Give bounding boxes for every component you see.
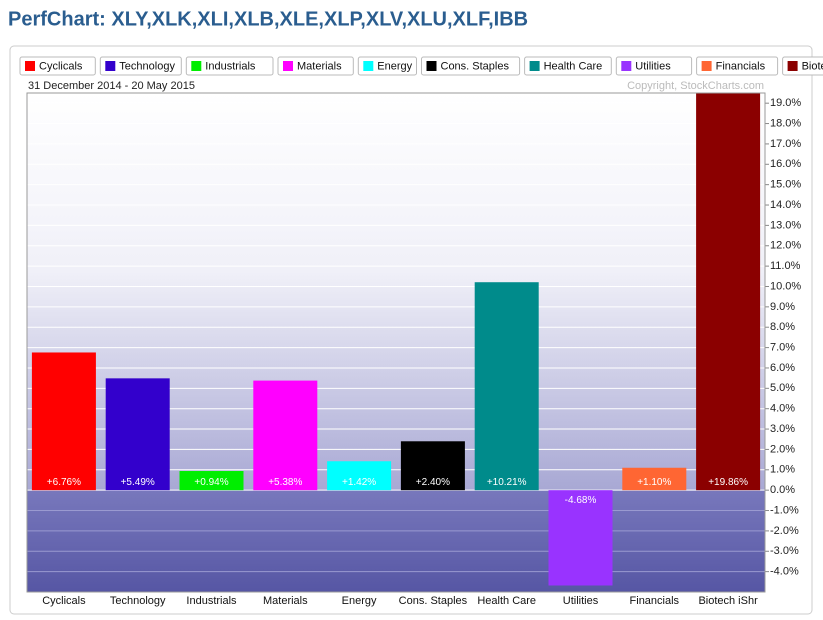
legend: Cyclicals Technology Industrials Materials E…: [19, 56, 823, 76]
x-tick-label: Technology: [110, 595, 166, 607]
legend-label: Cons. Staples: [441, 60, 510, 72]
legend-swatch: [25, 61, 35, 71]
legend-label: Utilities: [635, 60, 671, 72]
bar: [474, 282, 539, 491]
y-tick-label: 7.0%: [770, 341, 795, 353]
y-tick-label: 3.0%: [770, 423, 795, 435]
value-label: +10.21%: [487, 477, 527, 488]
legend-swatch: [701, 61, 712, 71]
bar: [31, 352, 96, 491]
legend-item: [19, 56, 96, 76]
x-tick-label: Health Care: [477, 595, 536, 607]
legend-item: [615, 56, 693, 76]
y-tick-label: -1.0%: [770, 504, 799, 516]
legend-label: Health Care: [544, 60, 603, 72]
y-tick-label: 9.0%: [770, 301, 795, 313]
y-tick-label: 1.0%: [770, 464, 795, 476]
y-tick-label: -3.0%: [770, 545, 799, 557]
value-label: +2.40%: [416, 477, 450, 488]
legend-item: [185, 56, 274, 76]
bar: [696, 93, 761, 491]
legend-item: [524, 56, 612, 76]
y-tick-label: 0.0%: [770, 484, 795, 496]
legend-swatch: [621, 61, 632, 71]
date-range: 31 December 2014 - 20 May 2015: [28, 80, 195, 92]
x-tick-label: Utilities: [563, 595, 599, 607]
x-tick-label: Energy: [342, 595, 377, 607]
legend-item: [277, 56, 354, 76]
y-tick-label: 17.0%: [770, 138, 801, 150]
legend-item: [421, 56, 521, 76]
legend-swatch: [529, 61, 540, 71]
value-label: +5.38%: [268, 477, 302, 488]
y-tick-label: 5.0%: [770, 382, 795, 394]
legend-swatch: [426, 61, 437, 71]
legend-label: Energy: [377, 60, 412, 72]
y-tick-label: 11.0%: [770, 260, 801, 272]
legend-swatch: [787, 61, 798, 71]
legend-swatch: [283, 61, 293, 71]
plot-border: [26, 92, 766, 593]
value-label: -4.68%: [565, 495, 597, 506]
x-tick-label: Industrials: [186, 595, 237, 607]
y-tick-label: -4.0%: [770, 566, 799, 578]
y-tick-label: 2.0%: [770, 443, 795, 455]
negative-background: [27, 490, 765, 592]
y-tick-label: -2.0%: [770, 525, 799, 537]
value-label: +1.10%: [637, 477, 671, 488]
x-tick-label: Cyclicals: [42, 595, 86, 607]
plot-area: [27, 93, 765, 592]
x-tick-label: Materials: [263, 595, 308, 607]
y-tick-label: 18.0%: [770, 117, 801, 129]
bar: [548, 490, 613, 586]
legend-label: Financials: [716, 60, 766, 72]
x-tick-label: Cons. Staples: [399, 595, 468, 607]
legend-label: Industrials: [205, 60, 256, 72]
y-tick-label: 10.0%: [770, 280, 801, 292]
value-label: +5.49%: [121, 477, 155, 488]
legend-item: [99, 56, 182, 76]
value-label: +19.86%: [708, 477, 748, 488]
y-tick-label: 14.0%: [770, 199, 801, 211]
legend-swatch: [191, 61, 202, 71]
legend-swatch: [363, 61, 374, 71]
bar: [179, 471, 244, 491]
bar: [327, 461, 392, 491]
x-tick-label: Biotech iShr: [698, 595, 758, 607]
legend-swatch: [105, 61, 116, 71]
legend-label: Biotech iShr: [802, 60, 823, 72]
y-tick-label: 6.0%: [770, 362, 795, 374]
bar: [253, 380, 318, 491]
value-label: +6.76%: [47, 477, 81, 488]
bar: [622, 467, 687, 491]
y-tick-label: 12.0%: [770, 240, 801, 252]
bar: [105, 378, 170, 491]
value-label: +0.94%: [194, 477, 228, 488]
y-tick-label: 4.0%: [770, 403, 795, 415]
bar: [400, 441, 465, 491]
x-tick-label: Financials: [630, 595, 680, 607]
chart-title: PerfChart: XLY,XLK,XLI,XLB,XLE,XLP,XLV,X…: [8, 8, 528, 30]
bars: [31, 93, 761, 586]
y-tick-label: 15.0%: [770, 179, 801, 191]
legend-label: Materials: [297, 60, 342, 72]
value-label: +1.42%: [342, 477, 376, 488]
y-tick-label: 19.0%: [770, 97, 801, 109]
copyright: Copyright, StockCharts.com: [627, 80, 764, 92]
y-tick-label: 8.0%: [770, 321, 795, 333]
legend-item: [696, 56, 779, 76]
legend-label: Technology: [119, 60, 175, 72]
y-tick-label: 16.0%: [770, 158, 801, 170]
legend-label: Cyclicals: [39, 60, 83, 72]
y-tick-label: 13.0%: [770, 219, 801, 231]
